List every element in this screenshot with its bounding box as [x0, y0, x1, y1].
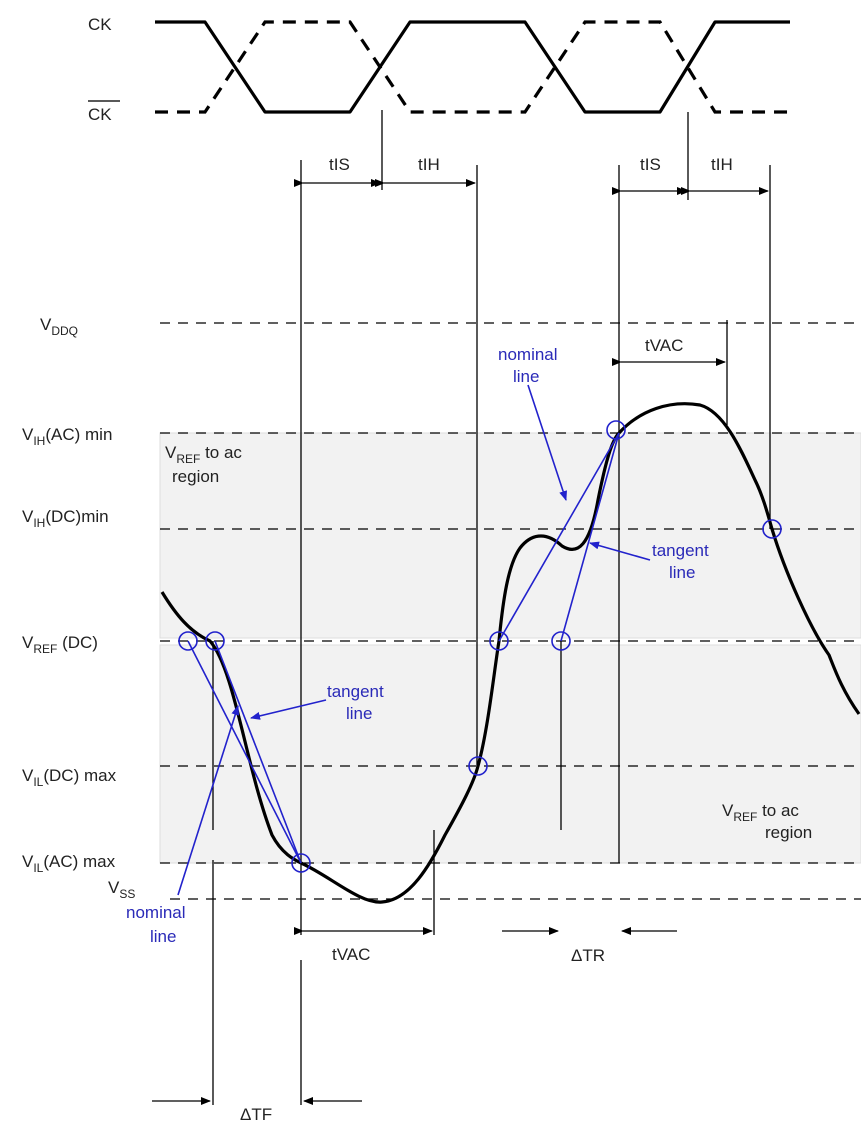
tvac-label-lower: tVAC [332, 945, 370, 964]
crossing-circle-vref-4 [551, 631, 571, 651]
ck-bar-label: CK [88, 105, 112, 124]
tangent-label-lower: tangent [327, 682, 384, 701]
tangent-pointer-upper [589, 541, 651, 561]
nominal-line-fall [187, 640, 302, 864]
tangent-pointer-lower [250, 699, 327, 720]
signal-waveform [160, 402, 861, 904]
crossing-circle-vil-dc [468, 756, 488, 776]
ck-bar-waveform [155, 20, 790, 114]
tangent-label-upper: tangent [652, 541, 709, 560]
delta-tr-label: ΔTR [571, 946, 605, 965]
crossing-circle-vref-1 [178, 631, 198, 651]
tis-label-1: tIS [329, 155, 350, 174]
delta-tf-label: ΔTF [240, 1105, 272, 1124]
crossing-circle-vref-2 [205, 631, 225, 651]
nominal-label-lower-line2: line [150, 927, 176, 946]
nominal-label-lower: nominal [126, 903, 186, 922]
lower-region-shading [159, 644, 861, 864]
ck-waveform [155, 20, 790, 114]
lower-region-label-line2: region [765, 823, 812, 842]
upper-region-label-line2: region [172, 467, 219, 486]
crossing-circle-vil-ac [291, 853, 311, 873]
tvac-label-upper: tVAC [645, 336, 683, 355]
nominal-label-upper-line2: line [513, 367, 539, 386]
vih-ac-label: VIH(AC) min [22, 425, 112, 448]
vil-ac-label: VIL(AC) max [22, 852, 116, 875]
tih-label-2: tIH [711, 155, 733, 174]
tangent-label-upper-line2: line [669, 563, 695, 582]
tih-label-1: tIH [418, 155, 440, 174]
nominal-pointer-lower [177, 705, 240, 896]
nominal-line-rise [498, 432, 620, 642]
crossing-circle-vref-3 [489, 631, 509, 651]
lower-region-label: VREF to ac [722, 801, 799, 824]
vil-dc-label: VIL(DC) max [22, 766, 117, 789]
tangent-line-fall [214, 640, 302, 864]
tangent-label-lower-line2: line [346, 704, 372, 723]
tangent-line-rise [560, 432, 620, 642]
vref-dc-label: VREF (DC) [22, 633, 98, 656]
vddq-label: VDDQ [40, 315, 78, 338]
upper-region-shading [159, 432, 861, 639]
upper-region-label: VREF to ac [165, 443, 242, 466]
vih-dc-label: VIH(DC)min [22, 507, 109, 530]
tis-label-2: tIS [640, 155, 661, 174]
ck-label: CK [88, 15, 112, 34]
crossing-circle-vih-ac [606, 420, 626, 440]
nominal-pointer-upper [527, 384, 567, 501]
crossing-circle-vih-dc [762, 519, 782, 539]
nominal-label-upper: nominal [498, 345, 558, 364]
vss-label: VSS [108, 878, 135, 901]
